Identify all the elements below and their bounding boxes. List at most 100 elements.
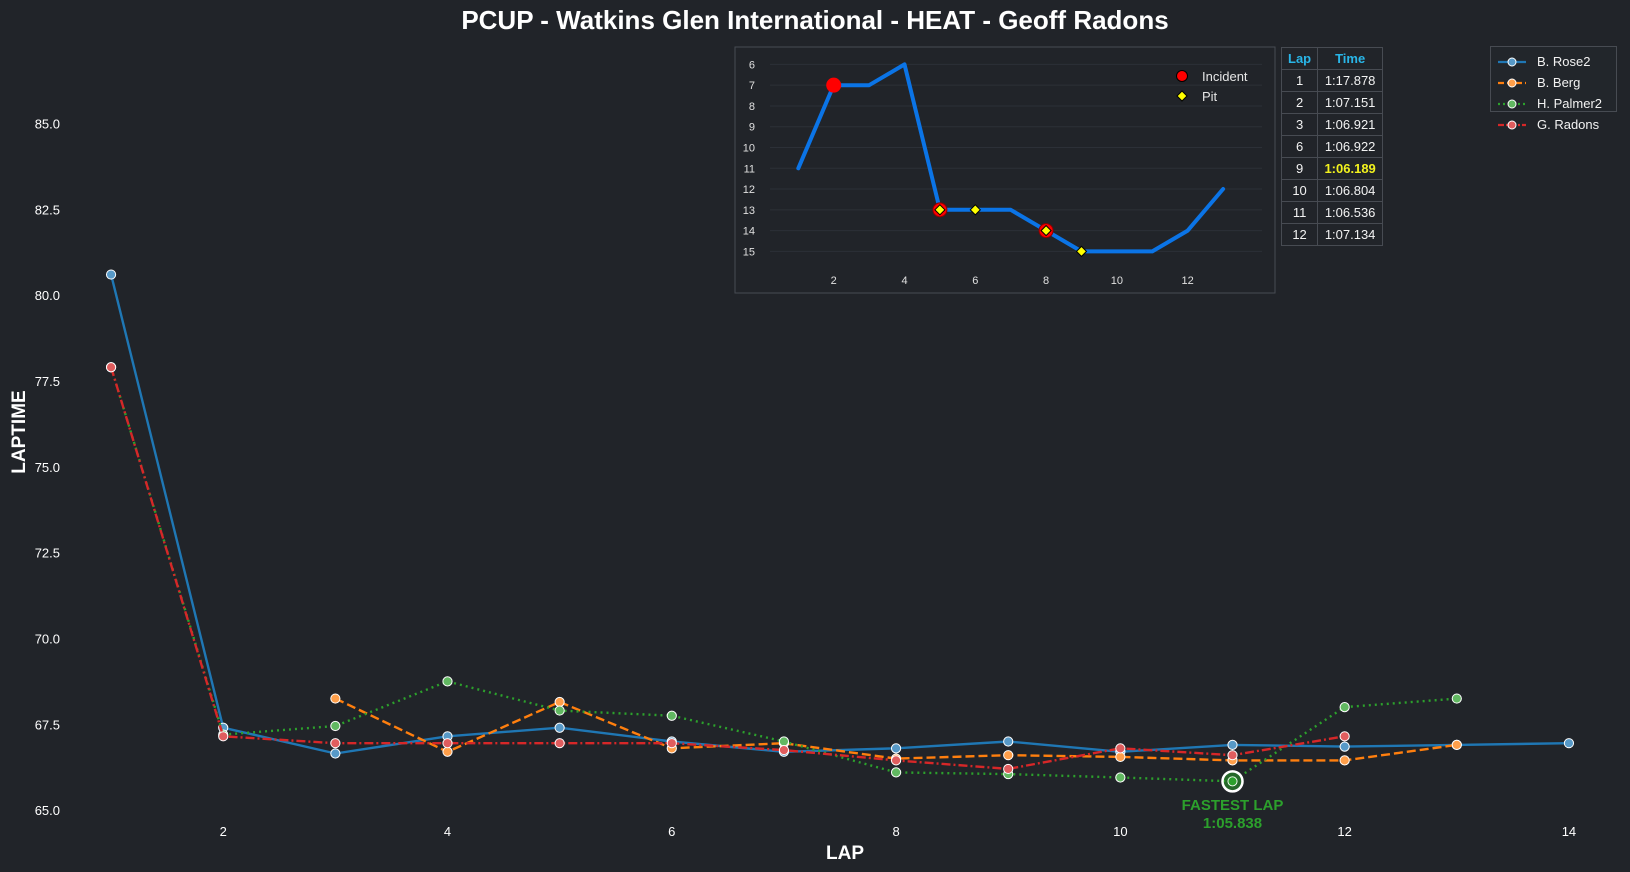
data-point: [1451, 693, 1462, 704]
series-g-radons: [105, 362, 1350, 775]
data-point: [554, 705, 565, 716]
data-point: [1115, 751, 1126, 763]
pit-marker: [1075, 245, 1088, 258]
y-tick-label: 82.5: [35, 202, 60, 217]
data-point: [1227, 750, 1238, 761]
table-cell-time: 1:07.151: [1317, 91, 1384, 114]
inset-x-tick-label: 10: [1111, 275, 1123, 287]
legend-swatch: [1498, 78, 1526, 87]
y-tick-label: 70.0: [35, 631, 60, 646]
legend-label: B. Berg: [1537, 75, 1581, 90]
series-line: [109, 366, 1345, 771]
inset-y-tick-label: 14: [743, 226, 755, 238]
data-point: [890, 767, 902, 778]
inset-x-tick-label: 8: [1043, 275, 1049, 287]
data-point: [778, 736, 790, 747]
table-cell-lap: 9: [1280, 157, 1319, 180]
data-point: [666, 738, 677, 749]
legend-swatch: [1498, 99, 1526, 108]
position-inset: 6 7 8 9 10 11 12 13 14 15 2 4 6 8 10 12 Incident Pit: [734, 46, 1276, 294]
table-cell-time: 1:07.134: [1317, 223, 1384, 246]
inset-x-tick-label: 2: [831, 275, 837, 287]
table-cell-lap: 3: [1280, 113, 1319, 136]
legend-swatch: [1498, 120, 1526, 129]
data-point: [1339, 741, 1350, 752]
inset-x-tick-label: 12: [1182, 275, 1194, 287]
series-b-berg: [330, 693, 1462, 766]
data-point: [330, 748, 341, 759]
table-row: 11 1:06.536: [1280, 201, 1384, 224]
inset-x-tick-label: 6: [972, 275, 978, 287]
series-line: [109, 274, 1569, 755]
x-tick-label: 4: [444, 824, 451, 839]
pit-marker: [934, 204, 946, 216]
lap-table-body: 1 1:17.878 2 1:07.151 3 1:06.921 6 1:06.922 9 1:0…: [1280, 69, 1384, 246]
inset-y-tick-label: 12: [743, 184, 755, 196]
legend-incident-label: Incident: [1202, 69, 1248, 84]
data-point: [442, 746, 453, 757]
legend-label: B. Rose2: [1537, 54, 1591, 69]
table-cell-time: 1:17.878: [1317, 69, 1384, 92]
table-cell-lap: 6: [1280, 135, 1319, 158]
x-tick-label: 6: [668, 824, 675, 839]
data-point: [1227, 739, 1238, 751]
table-cell-time: 1:06.189: [1317, 157, 1384, 180]
table-cell-lap: 1: [1280, 69, 1319, 92]
data-point: [105, 269, 117, 280]
table-row: 12 1:07.134: [1280, 223, 1384, 246]
y-axis-label: LAPTIME: [9, 390, 30, 473]
series-b-rose2: [105, 269, 1575, 759]
table-row: 10 1:06.804: [1280, 179, 1384, 202]
table-cell-time: 1:06.536: [1317, 201, 1384, 224]
data-point: [1339, 702, 1350, 713]
y-tick-label: 80.0: [35, 288, 60, 303]
main-series-group: [105, 269, 1575, 787]
table-row: 9 1:06.189: [1280, 157, 1384, 180]
x-tick-label: 12: [1337, 824, 1351, 839]
series-h-palmer2: [105, 362, 1462, 787]
pit-marker: [969, 204, 982, 216]
data-point: [1115, 743, 1126, 754]
x-tick-label: 8: [892, 824, 899, 839]
legend-entry: G. Radons: [1497, 114, 1610, 135]
table-row: 1 1:17.878: [1280, 69, 1384, 92]
inset-y-tick-label: 11: [744, 163, 755, 175]
chart-title: PCUP - Watkins Glen International - HEAT…: [461, 5, 1168, 35]
data-point: [554, 722, 565, 733]
data-point: [1115, 772, 1126, 783]
y-tick-label: 72.5: [35, 546, 60, 561]
table-row: 3 1:06.921: [1280, 113, 1384, 136]
data-point: [1339, 731, 1350, 742]
pit-marker: [1040, 224, 1052, 237]
table-cell-time: 1:06.804: [1317, 179, 1384, 202]
fastest-lap-label: FASTEST LAP: [1182, 797, 1284, 814]
table-cell-time: 1:06.921: [1317, 113, 1384, 136]
data-point: [1339, 755, 1350, 766]
data-point: [890, 743, 902, 754]
data-point: [778, 744, 790, 756]
table-row: 2 1:07.151: [1280, 91, 1384, 114]
fastest-lap-point: [1227, 776, 1238, 787]
data-point: [442, 676, 453, 687]
inset-frame: [734, 46, 1276, 294]
legend-label: H. Palmer2: [1537, 96, 1603, 111]
x-axis-label: LAP: [826, 843, 864, 864]
inset-y-tick-label: 10: [743, 142, 755, 154]
lap-time-table: Lap Time 1 1:17.878 2 1:07.151 3 1:06.921 6 1:0…: [1280, 47, 1384, 246]
table-cell-lap: 2: [1280, 91, 1319, 114]
data-point: [890, 755, 902, 766]
table-header-time: Time: [1317, 47, 1384, 70]
legend-swatch: [1498, 57, 1526, 66]
data-point: [105, 362, 117, 373]
y-tick-label: 67.5: [35, 717, 60, 732]
legend-pit-marker: [1176, 90, 1188, 102]
legend-entry: H. Palmer2: [1497, 93, 1610, 114]
legend-label: G. Radons: [1537, 117, 1600, 132]
data-point: [1003, 750, 1014, 761]
fastest-lap-time: 1:05.838: [1203, 815, 1262, 832]
data-point: [330, 738, 341, 749]
data-point: [1003, 763, 1014, 775]
data-point: [1003, 736, 1014, 747]
